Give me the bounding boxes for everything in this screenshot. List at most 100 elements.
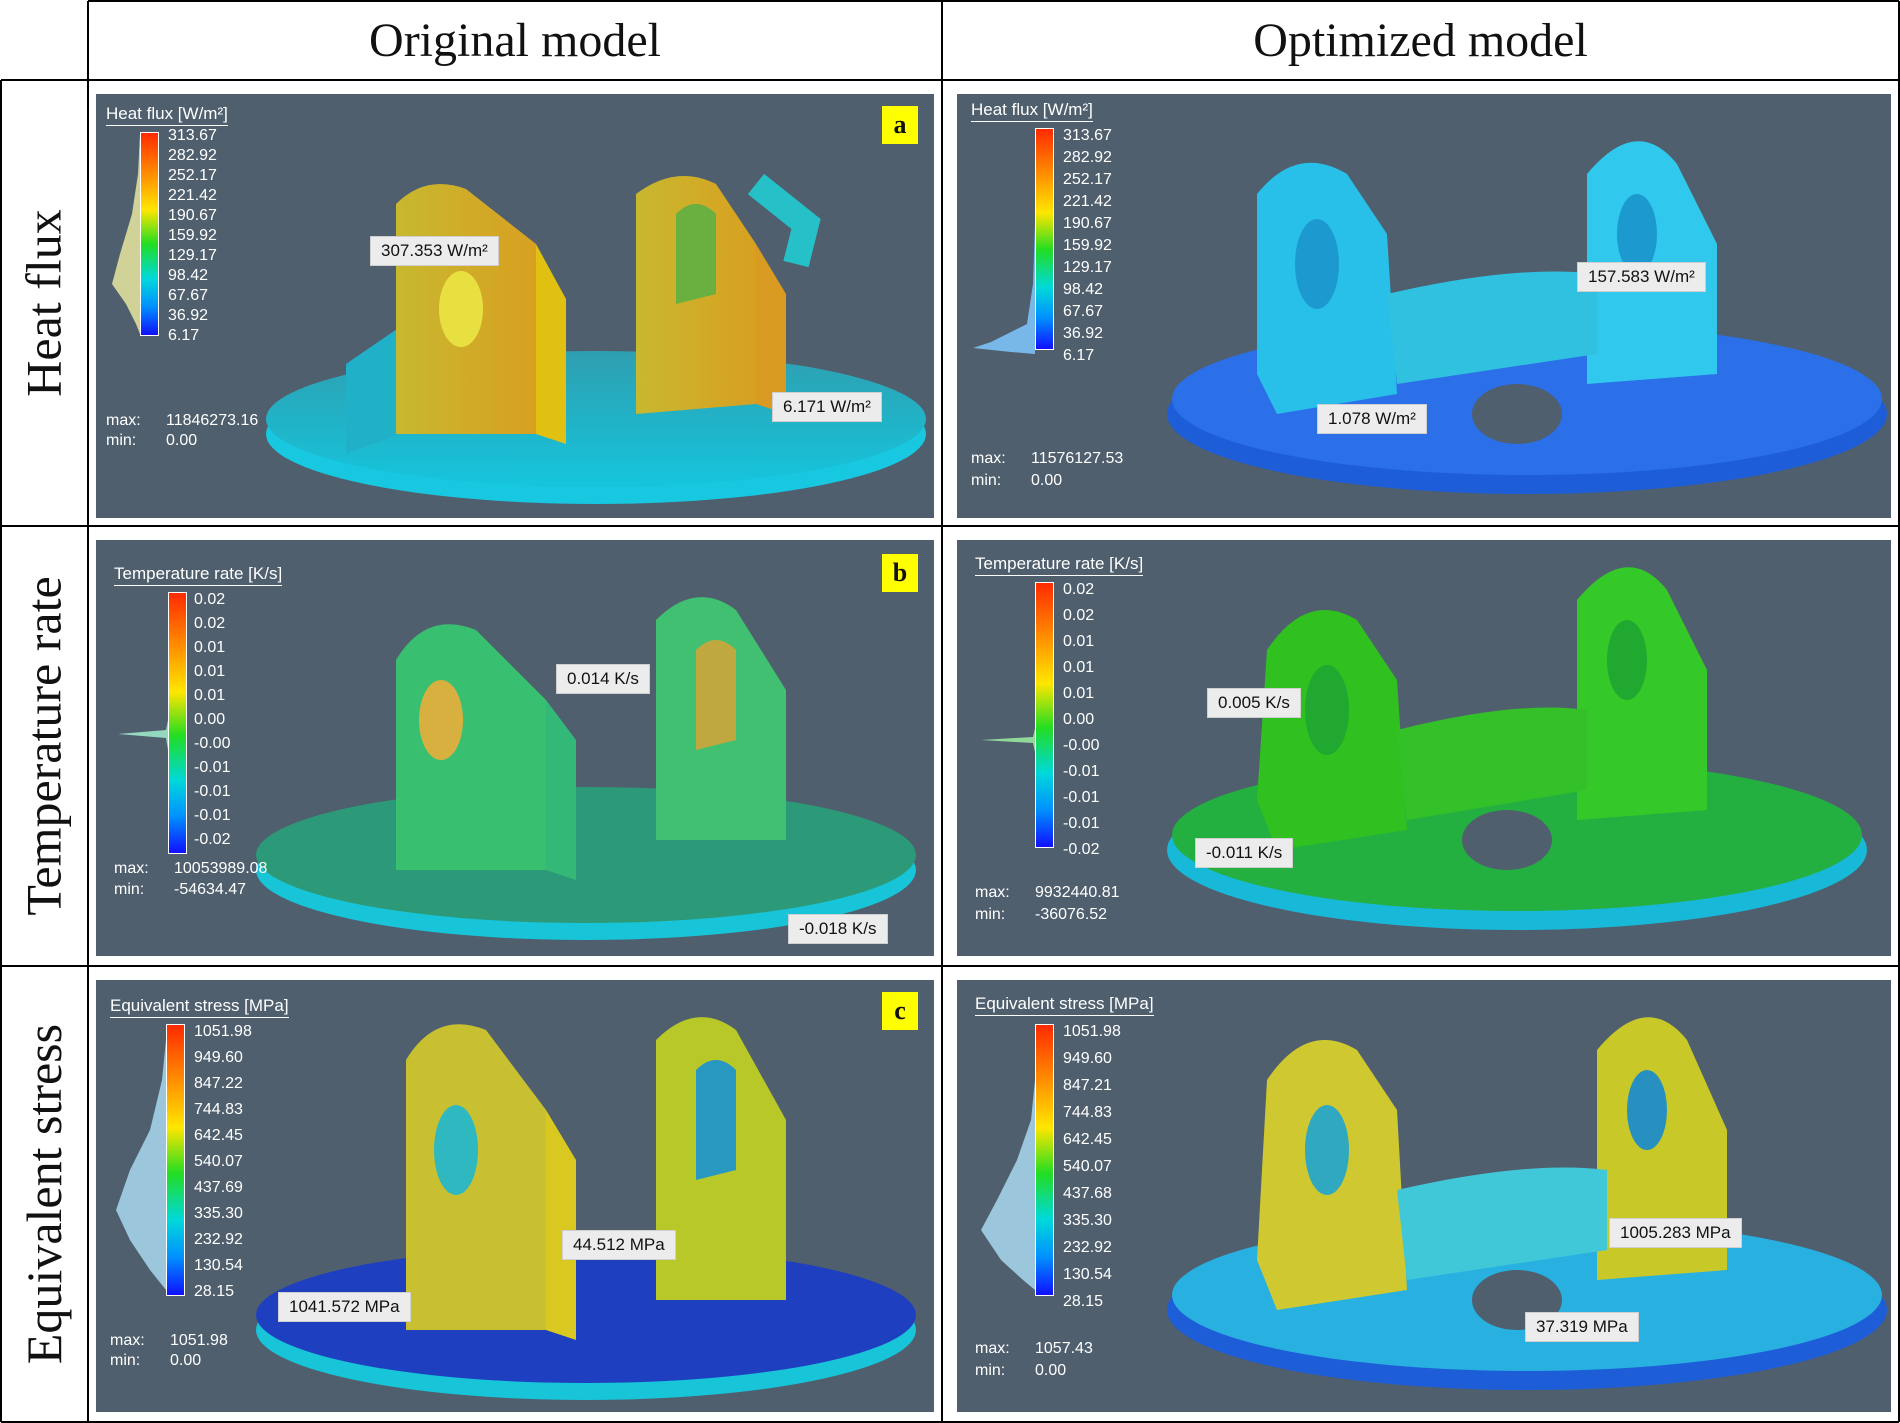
colorbar-tick: 28.15	[1063, 1293, 1104, 1310]
colorbar-tick: 0.02	[194, 615, 226, 632]
colorbar-tick: 6.17	[168, 327, 200, 344]
colorbar-tick: 1051.98	[1063, 1023, 1121, 1040]
probe-label: 157.583 W/m²	[1577, 262, 1706, 292]
histogram	[981, 1080, 1035, 1290]
colorbar-tick: 0.01	[1063, 659, 1095, 676]
probe-label: 0.014 K/s	[556, 664, 650, 694]
colorbar-tick: 0.00	[1063, 711, 1095, 728]
colorbar-tick: 129.17	[1063, 259, 1112, 276]
colorbar	[166, 1024, 185, 1296]
colorbar-tick: 313.67	[168, 127, 217, 144]
colorbar-tick: 744.83	[1063, 1104, 1112, 1121]
min-stat: min: 0.00	[110, 1352, 202, 1369]
colorbar-tick: -0.02	[1063, 841, 1100, 858]
colorbar-tick: 28.15	[194, 1283, 235, 1300]
colorbar-tick: 313.67	[1063, 127, 1112, 144]
colorbar-tick: 36.92	[1063, 325, 1104, 342]
colorbar-tick: -0.01	[194, 783, 231, 800]
panel-badge: c	[882, 992, 918, 1030]
colorbar	[1035, 1024, 1054, 1296]
probe-label: 6.171 W/m²	[772, 392, 882, 422]
colorbar-tick: 221.42	[1063, 193, 1112, 210]
colorbar-tick: 232.92	[194, 1231, 243, 1248]
column-header-original: Original model	[369, 13, 661, 67]
heat-flux-original-model	[266, 173, 926, 504]
colorbar	[168, 592, 187, 854]
probe-label: -0.011 K/s	[1195, 838, 1294, 868]
colorbar-tick: 335.30	[1063, 1212, 1112, 1229]
colorbar-tick: 642.45	[194, 1127, 243, 1144]
colorbar-tick: 949.60	[194, 1049, 243, 1066]
colorbar-tick: 0.00	[194, 711, 226, 728]
probe-label: 1005.283 MPa	[1609, 1218, 1742, 1248]
row-header-equivalent-stress: Equivalent stress	[16, 1023, 72, 1365]
histogram	[112, 134, 140, 334]
histogram	[118, 720, 168, 750]
colorbar-tick: 540.07	[1063, 1158, 1112, 1175]
probe-label: 1041.572 MPa	[278, 1292, 411, 1322]
colorbar-tick: 98.42	[1063, 281, 1104, 298]
panel-equivalent-stress-optimized: Equivalent stress [MPa] 1051.98 949.60 8…	[957, 980, 1891, 1412]
colorbar-tick: 232.92	[1063, 1239, 1112, 1256]
max-stat: max: 11846273.16	[106, 412, 259, 429]
panel-badge: b	[882, 554, 918, 592]
colorbar-tick: -0.00	[194, 735, 231, 752]
colorbar-tick: 949.60	[1063, 1050, 1112, 1067]
legend-title: Temperature rate [K/s]	[114, 564, 283, 586]
colorbar-tick: 744.83	[194, 1101, 243, 1118]
equivalent-stress-original-model	[256, 1017, 916, 1400]
colorbar-tick: -0.01	[194, 759, 231, 776]
max-stat: max: 10053989.08	[114, 860, 268, 877]
colorbar-tick: -0.01	[1063, 789, 1100, 806]
min-stat: min: 0.00	[106, 432, 198, 449]
colorbar-tick: 129.17	[168, 247, 217, 264]
colorbar-tick: 0.01	[1063, 633, 1095, 650]
probe-label: 307.353 W/m²	[370, 236, 499, 266]
probe-label: 0.005 K/s	[1207, 688, 1301, 718]
colorbar-tick: 0.01	[194, 687, 226, 704]
colorbar-tick: 190.67	[168, 207, 217, 224]
colorbar-tick: 437.68	[1063, 1185, 1112, 1202]
colorbar-tick: 847.21	[1063, 1077, 1112, 1094]
colorbar-tick: 437.69	[194, 1179, 243, 1196]
colorbar-tick: 98.42	[168, 267, 209, 284]
colorbar-tick: 159.92	[168, 227, 217, 244]
heat-flux-optimized-model	[1167, 141, 1887, 494]
colorbar-tick: 130.54	[1063, 1266, 1112, 1283]
colorbar	[1035, 128, 1054, 350]
colorbar-tick: -0.01	[1063, 815, 1100, 832]
colorbar-tick: 0.01	[194, 663, 226, 680]
colorbar-tick: 1051.98	[194, 1023, 252, 1040]
max-stat: max: 11576127.53	[971, 450, 1124, 467]
colorbar-tick: -0.01	[1063, 763, 1100, 780]
colorbar-tick: 0.02	[1063, 607, 1095, 624]
colorbar-tick: 159.92	[1063, 237, 1112, 254]
colorbar-tick: 130.54	[194, 1257, 243, 1274]
colorbar-tick: 847.22	[194, 1075, 243, 1092]
histogram	[981, 728, 1035, 752]
min-stat: min: 0.00	[975, 1362, 1067, 1379]
panel-temperature-rate-optimized: Temperature rate [K/s] 0.02 0.02 0.01 0.…	[957, 540, 1891, 956]
colorbar-tick: 67.67	[168, 287, 209, 304]
colorbar-tick: 282.92	[1063, 149, 1112, 166]
legend-title: Equivalent stress [MPa]	[110, 996, 289, 1018]
legend-title: Heat flux [W/m²]	[106, 104, 228, 126]
histogram	[973, 224, 1035, 354]
colorbar-tick: 0.01	[1063, 685, 1095, 702]
panel-heat-flux-optimized: Heat flux [W/m²] 313.67 282.92 252.17 22…	[957, 94, 1891, 518]
colorbar-tick: 252.17	[168, 167, 217, 184]
colorbar-tick: 540.07	[194, 1153, 243, 1170]
colorbar-tick: 335.30	[194, 1205, 243, 1222]
legend-title: Equivalent stress [MPa]	[975, 994, 1154, 1016]
max-stat: max: 1051.98	[110, 1332, 228, 1349]
min-stat: min: -54634.47	[114, 881, 247, 898]
colorbar-tick: -0.00	[1063, 737, 1100, 754]
legend-title: Heat flux [W/m²]	[971, 100, 1093, 122]
panel-temperature-rate-original: Temperature rate [K/s] 0.02 0.02 0.01 0.…	[96, 540, 934, 956]
colorbar	[140, 132, 159, 336]
row-header-heat-flux: Heat flux	[16, 209, 72, 397]
panel-badge: a	[882, 106, 918, 144]
panel-heat-flux-original: Heat flux [W/m²] 313.67 282.92 252.17 22…	[96, 94, 934, 518]
colorbar-tick: 67.67	[1063, 303, 1104, 320]
